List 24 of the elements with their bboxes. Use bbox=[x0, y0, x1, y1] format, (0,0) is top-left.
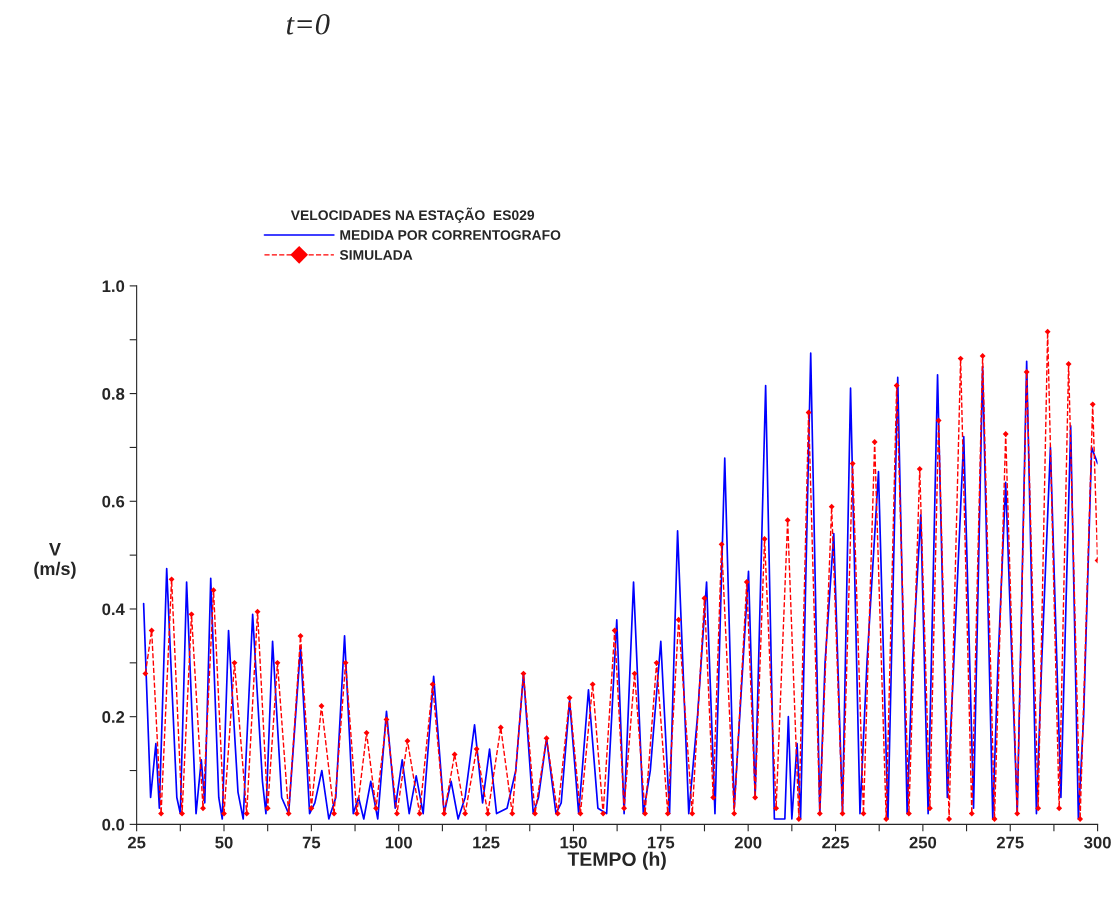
y-axis-title: V (m/s) bbox=[34, 543, 76, 579]
legend-title: VELOCIDADES NA ESTAÇÃO ES029 bbox=[290, 207, 535, 223]
y-tick-label: 0.8 bbox=[102, 387, 125, 400]
y-tick-label: 1.0 bbox=[102, 280, 125, 293]
text: t=0 bbox=[286, 14, 330, 35]
x-tick-label: 175 bbox=[647, 836, 675, 849]
x-tick-label: 50 bbox=[215, 836, 233, 849]
x-tick-label: 275 bbox=[996, 836, 1024, 849]
x-tick-label: 150 bbox=[560, 836, 587, 849]
legend-label: MEDIDA POR CORRENTOGRAFO bbox=[340, 230, 561, 240]
x-tick-label: 250 bbox=[909, 836, 937, 849]
y-tick-label: 0.2 bbox=[102, 711, 125, 723]
x-tick-label: 300 bbox=[1084, 836, 1111, 849]
x-tick-label: 125 bbox=[473, 836, 500, 849]
legend-label: SIMULADA bbox=[339, 250, 413, 260]
x-tick-label: 75 bbox=[302, 836, 321, 849]
y-tick-label: 0.4 bbox=[102, 603, 125, 616]
x-tick-label: 200 bbox=[734, 836, 762, 849]
y-tick-label: 0.6 bbox=[102, 495, 125, 508]
x-axis-title: TEMPO (h) bbox=[567, 851, 666, 870]
x-tick-label: 25 bbox=[127, 836, 146, 849]
x-tick-label: 225 bbox=[822, 836, 849, 849]
x-tick-label: 100 bbox=[385, 836, 412, 849]
y-tick-label: 0.0 bbox=[102, 818, 125, 831]
